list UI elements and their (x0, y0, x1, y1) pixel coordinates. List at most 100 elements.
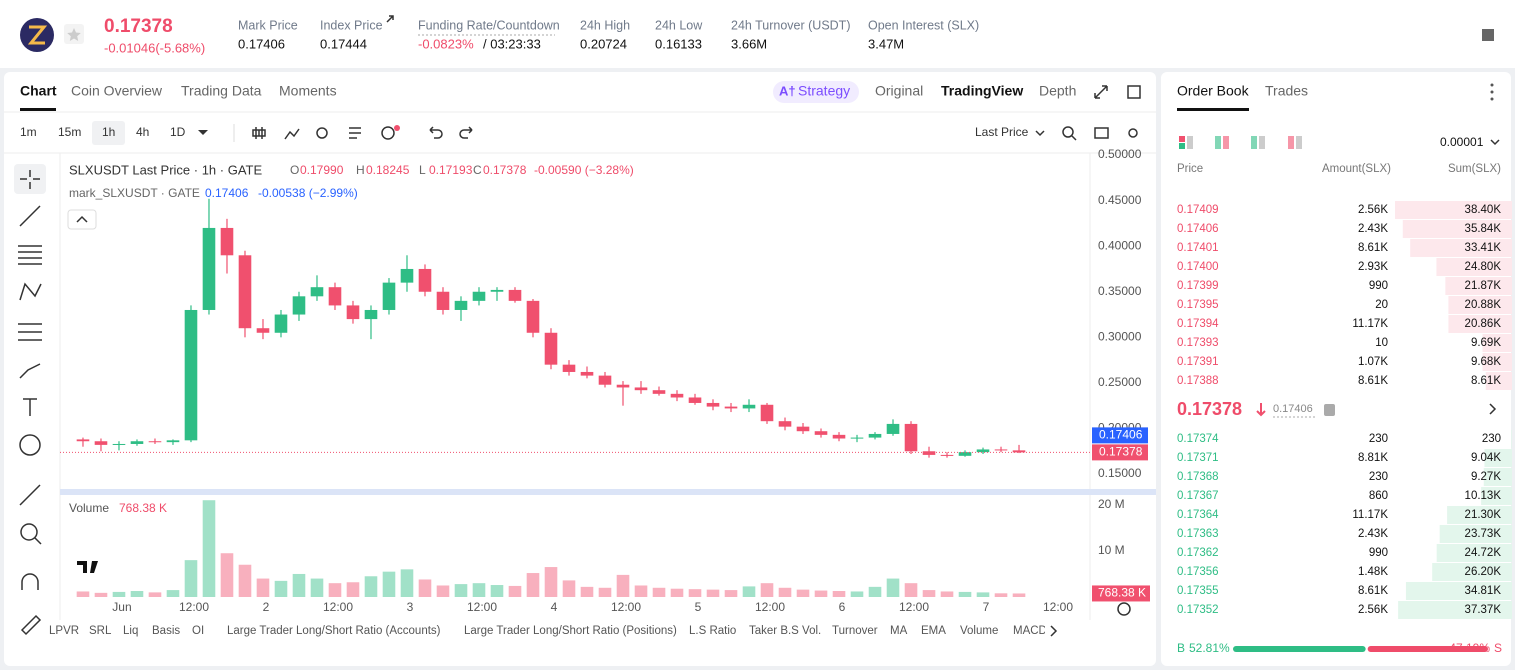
candle-body (940, 454, 954, 456)
chart-tab[interactable]: Coin Overview (71, 83, 163, 99)
book-last-price: 0.17378 (1177, 399, 1242, 419)
candle-body (166, 440, 180, 443)
book-tab[interactable]: Order Book (1177, 83, 1250, 99)
volume-bar (274, 580, 288, 597)
drawing-tools[interactable] (14, 164, 46, 636)
interval[interactable]: 1m (20, 125, 37, 139)
ohlc-value: 0.17990 (300, 163, 344, 177)
depth-bar (1436, 258, 1512, 276)
depth-bar (1436, 544, 1512, 562)
menu-dot[interactable] (1490, 90, 1494, 94)
book-amount: 8.61K (1358, 242, 1388, 254)
indicator[interactable]: Taker B.S Vol. (749, 625, 821, 637)
interval[interactable]: 4h (136, 125, 149, 139)
link-icon[interactable] (386, 15, 394, 23)
volume-bar (148, 592, 162, 597)
indicator[interactable]: Large Trader Long/Short Ratio (Positions… (464, 625, 677, 637)
indicator[interactable]: SRL (89, 625, 112, 637)
indicator[interactable]: Basis (152, 625, 180, 637)
shield-icon (1324, 404, 1335, 416)
view-tab[interactable]: Depth (1039, 83, 1076, 99)
book-amount: 230 (1369, 433, 1388, 445)
interval[interactable]: 1D (170, 125, 186, 139)
indicator[interactable]: MA (890, 625, 908, 637)
candle-body (562, 364, 576, 372)
indicator[interactable]: MACD (1013, 625, 1047, 637)
book-price: 0.17393 (1177, 337, 1219, 349)
price-source[interactable]: Last Price (975, 125, 1029, 139)
indicator[interactable]: EMA (921, 625, 946, 637)
scroll-right[interactable] (1050, 625, 1058, 637)
more-arrow[interactable] (1489, 403, 1497, 415)
indicator[interactable]: Liq (123, 625, 138, 637)
expand-icon[interactable] (1094, 85, 1108, 99)
precision-dropdown[interactable] (1490, 139, 1500, 146)
book-tab[interactable]: Trades (1265, 83, 1308, 99)
depth-bar (1448, 315, 1512, 333)
book-mark-price: 0.17406 (1273, 403, 1313, 415)
volume-bar (850, 591, 864, 597)
stat-label: 24h Low (655, 18, 703, 32)
depth-bar (1395, 201, 1512, 219)
view-tab[interactable]: TradingView (941, 83, 1023, 99)
book-price: 0.17391 (1177, 356, 1219, 368)
candle-body (202, 227, 216, 310)
chart-tab[interactable]: Trading Data (181, 83, 262, 99)
volume-bar (472, 583, 486, 597)
collapse-button[interactable] (67, 209, 97, 230)
settings-icon[interactable] (1117, 602, 1131, 616)
toolbar-icons[interactable] (252, 126, 1138, 141)
interval[interactable]: 15m (58, 125, 81, 139)
precision[interactable]: 0.00001 (1440, 135, 1484, 149)
volume-bar (778, 587, 792, 597)
stat-label: 24h High (580, 18, 630, 32)
indicator[interactable]: Turnover (832, 625, 878, 637)
menu-dot[interactable] (1490, 83, 1494, 87)
volume-bar (562, 580, 576, 597)
volume-bar (436, 585, 450, 597)
book-price: 0.17352 (1177, 604, 1219, 616)
indicator[interactable]: Large Trader Long/Short Ratio (Accounts) (227, 625, 441, 637)
volume-bar (184, 560, 198, 597)
view-tab[interactable]: Strategy (798, 83, 850, 99)
chart-tab[interactable]: Moments (279, 83, 337, 99)
candle-body (544, 332, 558, 365)
menu-dot[interactable] (1490, 97, 1494, 101)
indicator[interactable]: Volume (960, 625, 998, 637)
candle-body (670, 393, 684, 398)
countdown: / 03:23:33 (483, 36, 541, 51)
chart-tab[interactable]: Chart (20, 83, 57, 99)
interval-dropdown[interactable] (198, 130, 208, 135)
indicator[interactable]: OI (192, 625, 204, 637)
volume-bar (490, 585, 504, 597)
x-tick-label: Jun (112, 600, 131, 614)
interval[interactable]: 1h (102, 125, 115, 139)
window-icon[interactable] (1127, 85, 1141, 99)
book-sum: 37.37K (1465, 604, 1502, 616)
book-sum: 230 (1482, 433, 1501, 445)
book-sum: 24.72K (1465, 547, 1502, 559)
y-tick-label: 0.25000 (1098, 375, 1142, 389)
x-tick-label: 12:00 (611, 600, 641, 614)
x-tick-label: 12:00 (755, 600, 785, 614)
indicator[interactable]: L.S Ratio (689, 625, 736, 637)
volume-bar (76, 591, 90, 597)
view-tab[interactable]: Original (875, 83, 923, 99)
indicator[interactable]: LPVR (49, 625, 79, 637)
buy-bar (1233, 646, 1366, 652)
depth-bar (1448, 296, 1512, 314)
book-view-icons[interactable] (1179, 136, 1302, 149)
book-price: 0.17356 (1177, 566, 1219, 578)
volume-bar (688, 589, 702, 597)
tab-underline (1177, 108, 1249, 111)
volume-bar (544, 567, 558, 597)
price-source-dropdown[interactable] (1035, 130, 1045, 137)
book-sum: 9.04K (1471, 452, 1501, 464)
volume-bar (292, 573, 306, 597)
ohlc-value: 0.17193 (429, 163, 473, 177)
legend-change: -0.00590 (−3.28%) (534, 163, 634, 177)
candle-body (292, 296, 306, 315)
strategy-pill[interactable] (773, 81, 859, 103)
book-icon[interactable] (1482, 29, 1494, 41)
